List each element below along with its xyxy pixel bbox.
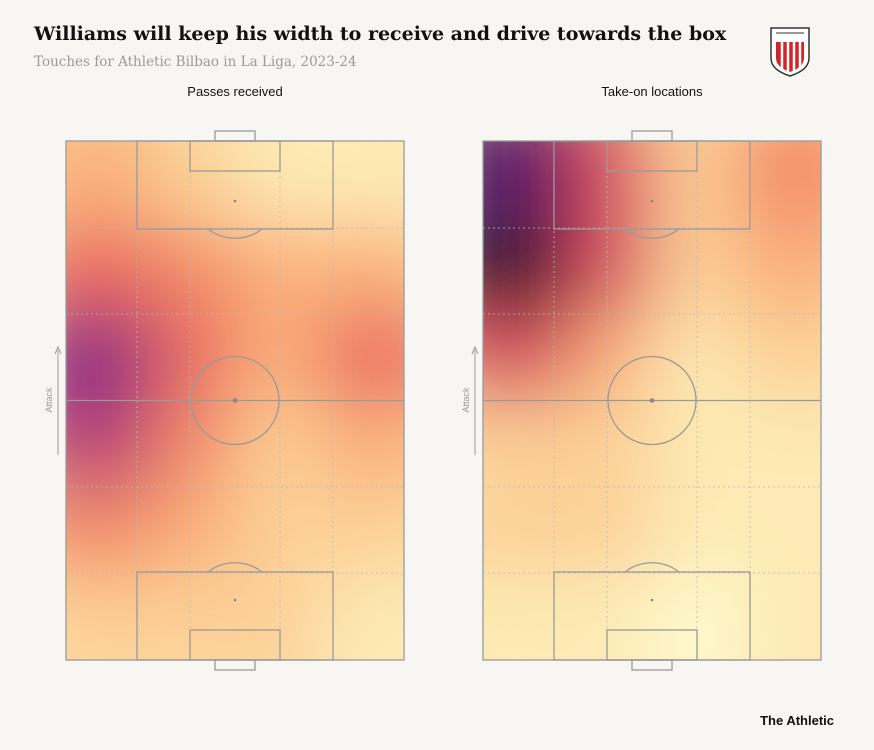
heatmap-cell <box>150 573 235 660</box>
heatmap-cells <box>483 141 821 660</box>
centre-spot <box>233 398 237 403</box>
direction-label: Attack <box>461 387 471 413</box>
heatmap-cell <box>736 227 821 314</box>
panel-title: Take-on locations <box>601 84 703 99</box>
heatmap-cell <box>319 141 404 228</box>
heatmap-cell <box>235 573 320 660</box>
panel-title: Passes received <box>187 84 282 99</box>
heatmap-cell <box>652 573 737 660</box>
heatmap-cell <box>567 141 652 228</box>
heatmap-cell <box>483 487 568 574</box>
goal <box>631 130 673 142</box>
heatmap-cell <box>652 227 737 314</box>
heatmap-cell <box>319 227 404 314</box>
heatmap-cell <box>736 573 821 660</box>
direction-label: Attack <box>44 387 54 413</box>
heatmap-cell <box>66 141 151 228</box>
heatmap-cell <box>66 487 151 574</box>
goal <box>214 130 256 142</box>
penalty-arc <box>207 562 263 573</box>
brand: The Athletic <box>760 713 834 728</box>
heatmap-cell <box>319 314 404 401</box>
heatmap-cell <box>736 141 821 228</box>
goal <box>631 659 673 671</box>
heatmap-cell <box>319 573 404 660</box>
heatmap-cell <box>66 573 151 660</box>
heatmap-cell <box>652 487 737 574</box>
attack-arrow-head <box>471 345 479 355</box>
heatmap-cell <box>736 314 821 401</box>
heatmap-cell <box>235 141 320 228</box>
penalty-arc <box>624 228 680 239</box>
centre-circle <box>607 355 697 446</box>
heatmap-cell <box>567 227 652 314</box>
heatmap-cell <box>483 227 568 314</box>
penalty-arc <box>207 228 263 239</box>
heatmap-cell <box>150 227 235 314</box>
heatmap-cell <box>736 487 821 574</box>
attack-arrow-head <box>54 345 62 355</box>
penalty-spot <box>233 199 237 203</box>
heatmap-cell <box>150 141 235 228</box>
club-logo <box>770 27 810 77</box>
heatmap-cell <box>150 487 235 574</box>
heatmap-cell <box>483 314 568 401</box>
title: Williams will keep his width to receive … <box>33 23 727 45</box>
penalty-spot <box>650 598 654 602</box>
heatmap-cell <box>483 141 568 228</box>
heatmap-cell <box>319 487 404 574</box>
heatmap-cell <box>235 227 320 314</box>
heatmap-cell <box>66 400 151 487</box>
centre-spot <box>650 398 654 403</box>
subtitle: Touches for Athletic Bilbao in La Liga, … <box>34 54 357 70</box>
heatmap-cell <box>567 573 652 660</box>
heatmap <box>483 141 821 660</box>
heatmap-cell <box>483 573 568 660</box>
heatmap-cell <box>66 314 151 401</box>
heatmap-cell <box>235 487 320 574</box>
heatmap-cell <box>66 227 151 314</box>
heatmap-cell <box>319 400 404 487</box>
heatmap-cell <box>736 400 821 487</box>
heatmap-cell <box>483 400 568 487</box>
heatmap-cell <box>567 487 652 574</box>
penalty-spot <box>650 199 654 203</box>
penalty-arc <box>624 562 680 573</box>
pitch <box>65 130 405 671</box>
penalty-spot <box>233 598 237 602</box>
centre-circle <box>190 355 280 446</box>
pitch <box>482 130 822 671</box>
heatmap-cell <box>652 141 737 228</box>
goal <box>214 659 256 671</box>
